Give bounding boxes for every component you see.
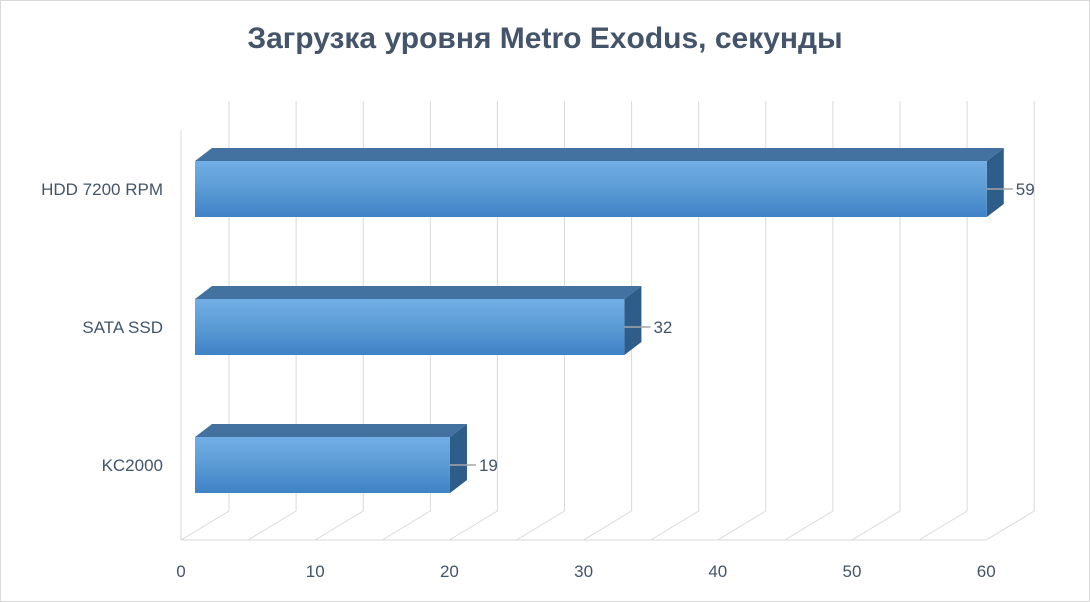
bar-top-face xyxy=(195,286,642,299)
bar-hdd-7200-rpm xyxy=(195,148,1004,217)
minor-floor-gridline xyxy=(918,510,968,541)
bar-side-face xyxy=(986,148,1004,217)
minor-floor-gridline xyxy=(650,510,699,541)
bars-layer xyxy=(195,148,1004,493)
x-tick-label-50: 50 xyxy=(843,562,862,581)
bar-front-face xyxy=(195,299,625,355)
floor-gridline-10 xyxy=(314,510,364,541)
bar-sata-ssd xyxy=(195,286,642,355)
bar-front-face xyxy=(195,437,450,493)
floor-gridline-20 xyxy=(449,510,498,541)
floor-gridline-40 xyxy=(717,510,767,541)
bar-kc2000 xyxy=(195,424,467,493)
floor-gridline-30 xyxy=(583,510,632,541)
floor-gridline-60 xyxy=(985,510,1035,541)
minor-floor-gridline xyxy=(784,510,834,541)
x-tick-label-10: 10 xyxy=(306,562,325,581)
category-label: KC2000 xyxy=(102,456,163,475)
bar-side-face xyxy=(449,424,467,493)
data-label: 19 xyxy=(479,456,498,475)
x-tick-label-40: 40 xyxy=(708,562,727,581)
labels-layer: 0 10 20 30 40 50 60 HDD 7200 RPM 59 SATA SSD 32 KC2… xyxy=(41,180,1035,581)
bar-top-face xyxy=(195,424,467,437)
data-label: 32 xyxy=(653,318,672,337)
minor-floor-gridline xyxy=(516,510,565,541)
data-label: 59 xyxy=(1016,180,1035,199)
x-tick-label-30: 30 xyxy=(574,562,593,581)
bar-top-face xyxy=(195,148,1004,161)
minor-floor-gridline xyxy=(382,510,431,541)
x-tick-label-0: 0 xyxy=(176,562,185,581)
x-tick-label-20: 20 xyxy=(440,562,459,581)
bar-front-face xyxy=(195,161,987,217)
floor-gridline-50 xyxy=(851,510,901,541)
x-tick-label-60: 60 xyxy=(977,562,996,581)
chart-title: Загрузка уровня Metro Exodus, секунды xyxy=(247,22,843,55)
bar-side-face xyxy=(624,286,642,355)
minor-floor-gridline xyxy=(247,510,297,541)
floor-gridline-0 xyxy=(180,510,230,541)
category-label: HDD 7200 RPM xyxy=(41,180,163,199)
category-label: SATA SSD xyxy=(82,318,163,337)
